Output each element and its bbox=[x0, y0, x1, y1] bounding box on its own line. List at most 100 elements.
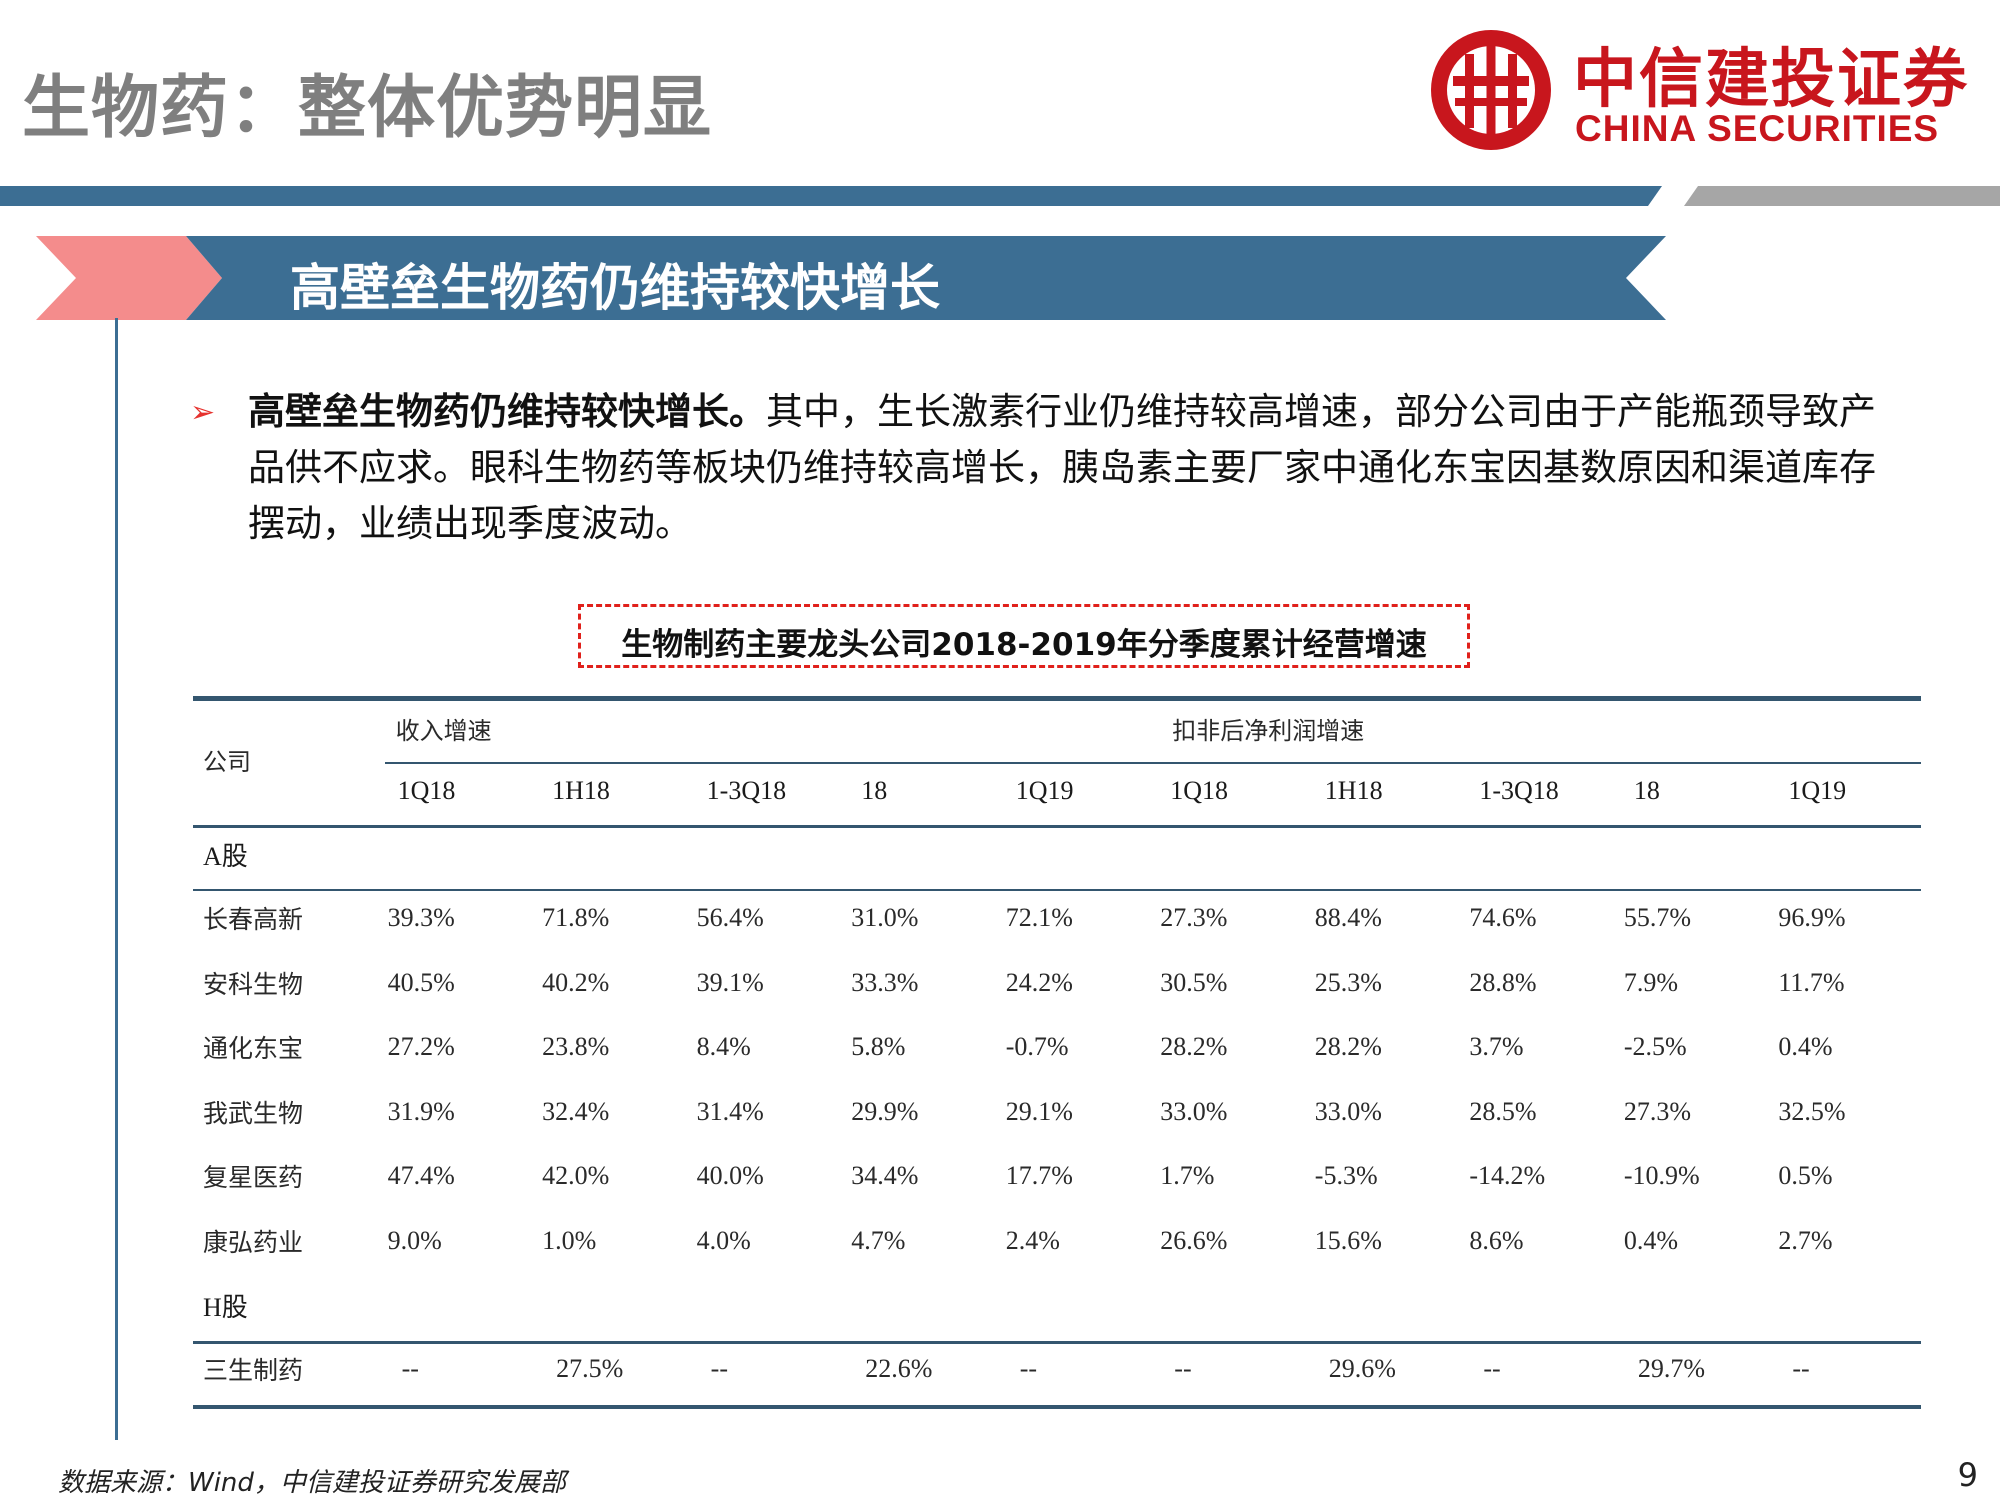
table-cell: 28.8% bbox=[1469, 967, 1537, 997]
table-cell: 39.1% bbox=[696, 967, 764, 997]
table-cell: -- bbox=[1792, 1354, 1810, 1383]
table-cell: 4.0% bbox=[696, 1225, 751, 1255]
table-cell: 32.4% bbox=[542, 1096, 610, 1126]
table-row: 安科生物 40.5% 40.2% 39.1% 33.3% 24.2% 30.5% 25.3% 2… bbox=[193, 951, 1921, 1016]
table-cell: 27.3% bbox=[1160, 903, 1228, 933]
table-bottom-rule bbox=[193, 1405, 1921, 1409]
revenue-growth-header: 收入增速 bbox=[395, 716, 492, 745]
growth-table: 公司 收入增速 扣非后净利润增速 1Q18 1H18 1-3Q18 18 1Q19 1Q1… bbox=[193, 696, 1921, 1401]
table-cell: 32.5% bbox=[1778, 1096, 1846, 1126]
table-cell: 29.7% bbox=[1637, 1354, 1705, 1383]
period-header: 1Q19 bbox=[1788, 776, 1847, 805]
period-header: 1-3Q18 bbox=[1479, 776, 1559, 805]
table-cell: 17.7% bbox=[1005, 1161, 1073, 1191]
company-name: 康弘药业 bbox=[203, 1227, 304, 1257]
section-banner bbox=[36, 236, 1666, 320]
logo-chinese-name: 中信建投证券 bbox=[1573, 43, 1969, 117]
table-cell: 27.3% bbox=[1623, 1096, 1691, 1126]
table-cell: 2.4% bbox=[1005, 1225, 1060, 1255]
page-title: 生物药：整体优势明显 bbox=[22, 69, 713, 148]
table-a-share-rule bbox=[193, 889, 1921, 891]
table-cell: 31.9% bbox=[387, 1096, 455, 1126]
table-cell: 0.5% bbox=[1778, 1161, 1833, 1191]
page-number: 9 bbox=[1957, 1456, 1978, 1494]
table-cell: 25.3% bbox=[1314, 967, 1382, 997]
table-cell: 96.9% bbox=[1778, 903, 1846, 933]
table-cell: 3.7% bbox=[1469, 1032, 1524, 1062]
period-header: 1H18 bbox=[552, 776, 610, 805]
table-cell: 71.8% bbox=[542, 903, 610, 933]
section-title: 高壁垒生物药仍维持较快增长 bbox=[290, 259, 940, 317]
table-cell: 2.7% bbox=[1778, 1225, 1833, 1255]
table-cell: 22.6% bbox=[865, 1354, 933, 1383]
bullet-lead: 高壁垒生物药仍维持较快增长。 bbox=[248, 390, 766, 433]
table-cell: 30.5% bbox=[1160, 967, 1228, 997]
period-header: 1Q18 bbox=[1170, 776, 1229, 805]
table-cell: -- bbox=[1019, 1354, 1038, 1383]
table-cell: 8.4% bbox=[696, 1032, 751, 1062]
table-cell: 0.4% bbox=[1623, 1225, 1678, 1255]
table-h-share-rule bbox=[193, 1341, 1921, 1344]
table-cell: 47.4% bbox=[387, 1161, 455, 1191]
table-cell: 7.9% bbox=[1623, 967, 1678, 997]
table-cell: -14.2% bbox=[1469, 1161, 1546, 1191]
table-cell: 1.0% bbox=[542, 1225, 597, 1255]
table-cell: -- bbox=[1483, 1354, 1501, 1383]
table-cell: 15.6% bbox=[1314, 1225, 1382, 1255]
table-cell: 88.4% bbox=[1314, 903, 1382, 933]
table-cell: 5.8% bbox=[851, 1032, 906, 1062]
period-header: 1-3Q18 bbox=[706, 776, 787, 805]
company-logo: 中信建投证券 CHINA SECURITIES bbox=[1425, 24, 1985, 154]
table-cell: 28.2% bbox=[1314, 1032, 1382, 1062]
left-accent-line bbox=[115, 318, 118, 1440]
section-label: A股 bbox=[203, 841, 248, 871]
table-cell: -- bbox=[1174, 1354, 1192, 1383]
table-cell: 28.5% bbox=[1469, 1096, 1537, 1126]
table-cell: 0.4% bbox=[1778, 1032, 1833, 1062]
period-header: 18 bbox=[1633, 776, 1660, 805]
logo-english-name: CHINA SECURITIES bbox=[1575, 108, 1940, 149]
table-cell: 29.9% bbox=[851, 1096, 919, 1126]
table-cell: 1.7% bbox=[1160, 1161, 1215, 1191]
table-caption-box: 生物制药主要龙头公司2018-2019年分季度累计经营增速 bbox=[578, 604, 1470, 668]
table-cell: -10.9% bbox=[1623, 1161, 1700, 1191]
table-caption: 生物制药主要龙头公司2018-2019年分季度累计经营增速 bbox=[621, 627, 1427, 663]
table-cell: 29.6% bbox=[1328, 1354, 1396, 1383]
table-cell: 33.3% bbox=[851, 967, 919, 997]
table-cell: 33.0% bbox=[1314, 1096, 1382, 1126]
period-header: 18 bbox=[861, 776, 888, 805]
table-cell: -5.3% bbox=[1314, 1161, 1378, 1191]
table-cell: 8.6% bbox=[1469, 1225, 1524, 1255]
bullet-body: 其中，生长激素行业仍维持较高增速，部分公司由于产能瓶颈导致产品供不应求。眼科生物… bbox=[248, 390, 1876, 545]
table-group-rule bbox=[385, 762, 1921, 764]
company-column-header: 公司 bbox=[203, 747, 251, 776]
table-cell: 40.2% bbox=[542, 967, 610, 997]
table-cell: 26.6% bbox=[1160, 1225, 1228, 1255]
table-cell: 74.6% bbox=[1469, 903, 1537, 933]
section-label: H股 bbox=[203, 1292, 248, 1322]
table-cell: -2.5% bbox=[1623, 1032, 1687, 1062]
arrow-bullet-icon: ➢ bbox=[190, 395, 216, 430]
table-cell: 31.0% bbox=[851, 903, 919, 933]
period-header: 1Q18 bbox=[397, 776, 456, 805]
table-top-rule bbox=[193, 696, 1921, 701]
table-cell: 27.5% bbox=[556, 1354, 624, 1383]
table-cell: 56.4% bbox=[696, 903, 764, 933]
table-row: 三生制药 -- 27.5% -- 22.6% -- -- 29.6% -- 29.7% -- bbox=[193, 1337, 1921, 1401]
table-cell: 33.0% bbox=[1160, 1096, 1228, 1126]
table-cell: -0.7% bbox=[1005, 1032, 1069, 1062]
table-cell: 39.3% bbox=[387, 903, 455, 933]
profit-growth-header: 扣非后净利润增速 bbox=[1172, 716, 1365, 745]
table-header-rule bbox=[193, 825, 1921, 828]
company-name: 我武生物 bbox=[203, 1098, 304, 1128]
table-cell: 4.7% bbox=[851, 1225, 906, 1255]
table-cell: 40.5% bbox=[387, 967, 455, 997]
table-cell: 34.4% bbox=[851, 1161, 919, 1191]
table-cell: -- bbox=[401, 1354, 419, 1383]
table-cell: 27.2% bbox=[387, 1032, 455, 1062]
bullet-paragraph: 高壁垒生物药仍维持较快增长。其中，生长激素行业仍维持较高增速，部分公司由于产能瓶… bbox=[248, 384, 1898, 552]
table-cell: 31.4% bbox=[696, 1096, 764, 1126]
source-footnote: 数据来源：Wind，中信建投证券研究发展部 bbox=[58, 1468, 566, 1498]
header-divider bbox=[0, 186, 2000, 206]
table-cell: 40.0% bbox=[696, 1161, 764, 1191]
